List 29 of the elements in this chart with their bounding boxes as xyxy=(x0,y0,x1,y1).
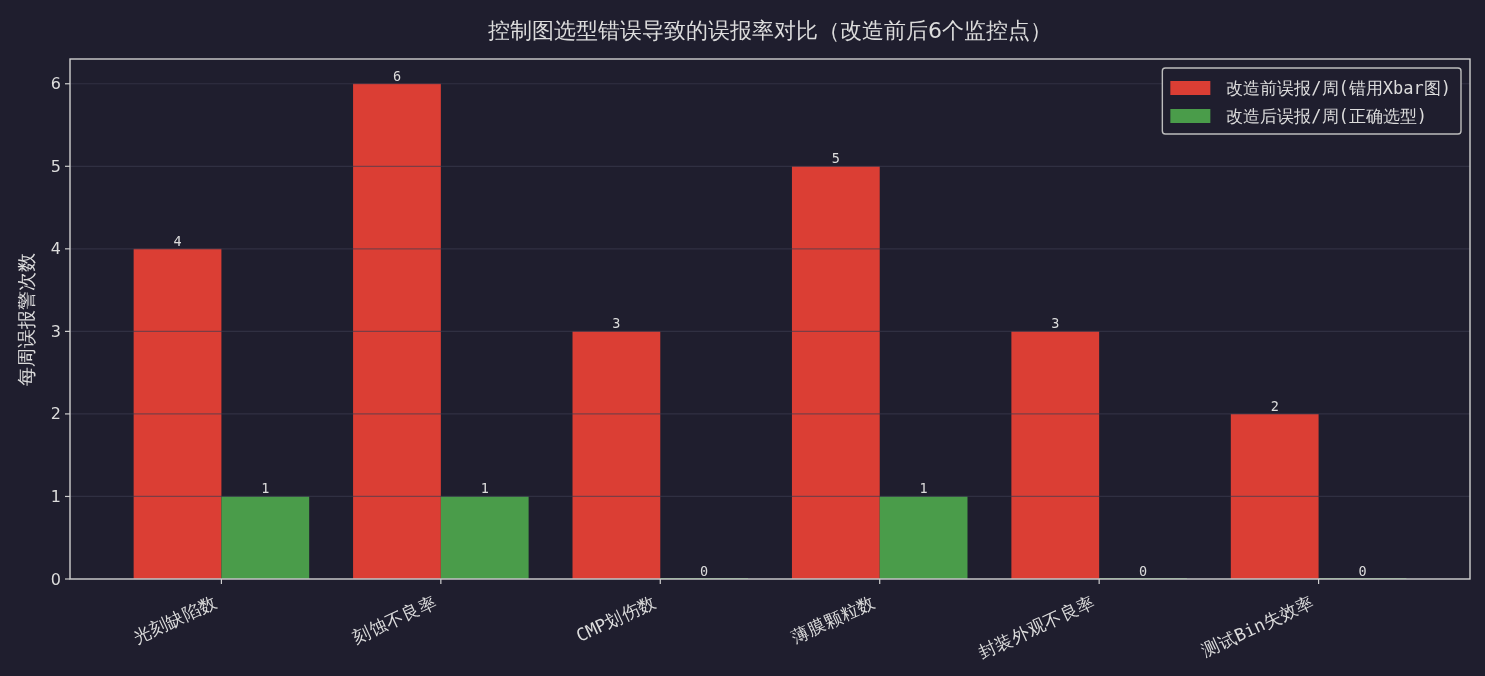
data-label: 2 xyxy=(1270,397,1279,414)
x-tick-label: 刻蚀不良率 xyxy=(349,591,440,648)
x-tick-label: 薄膜颗粒数 xyxy=(788,591,879,648)
y-tick-label: 5 xyxy=(50,156,61,176)
data-label: 0 xyxy=(1138,563,1148,579)
data-label: 0 xyxy=(700,563,709,579)
data-label: 6 xyxy=(392,67,402,84)
x-tick-label: 光刻缺陷数 xyxy=(130,591,221,648)
y-tick-label: 6 xyxy=(50,74,61,94)
data-label: 1 xyxy=(919,480,928,497)
chart-title: 控制图选型错误导致的误报率对比（改造前后6个监控点） xyxy=(488,18,1052,43)
data-label: 5 xyxy=(831,150,840,167)
x-tick-label: 封装外观不良率 xyxy=(975,591,1098,663)
x-tick-label: CMP划伤数 xyxy=(572,591,659,646)
data-label: 4 xyxy=(173,232,182,249)
data-label: 0 xyxy=(1358,563,1367,579)
x-tick-label: 测试Bin失效率 xyxy=(1198,591,1318,662)
legend-label: 改造后误报/周(正确选型) xyxy=(1226,106,1428,126)
data-label: 1 xyxy=(261,480,270,497)
y-tick-label: 3 xyxy=(50,321,61,341)
data-label: 3 xyxy=(1051,315,1060,332)
y-tick-label: 0 xyxy=(50,569,61,589)
y-tick-label: 4 xyxy=(50,239,61,259)
legend-label: 改造前误报/周(错用Xbar图) xyxy=(1226,78,1451,98)
y-tick-label: 2 xyxy=(50,404,61,424)
data-label: 1 xyxy=(480,480,489,497)
y-tick-label: 1 xyxy=(50,486,61,506)
data-label: 3 xyxy=(612,315,621,332)
y-axis-title: 每周误报警次数 xyxy=(15,252,37,386)
